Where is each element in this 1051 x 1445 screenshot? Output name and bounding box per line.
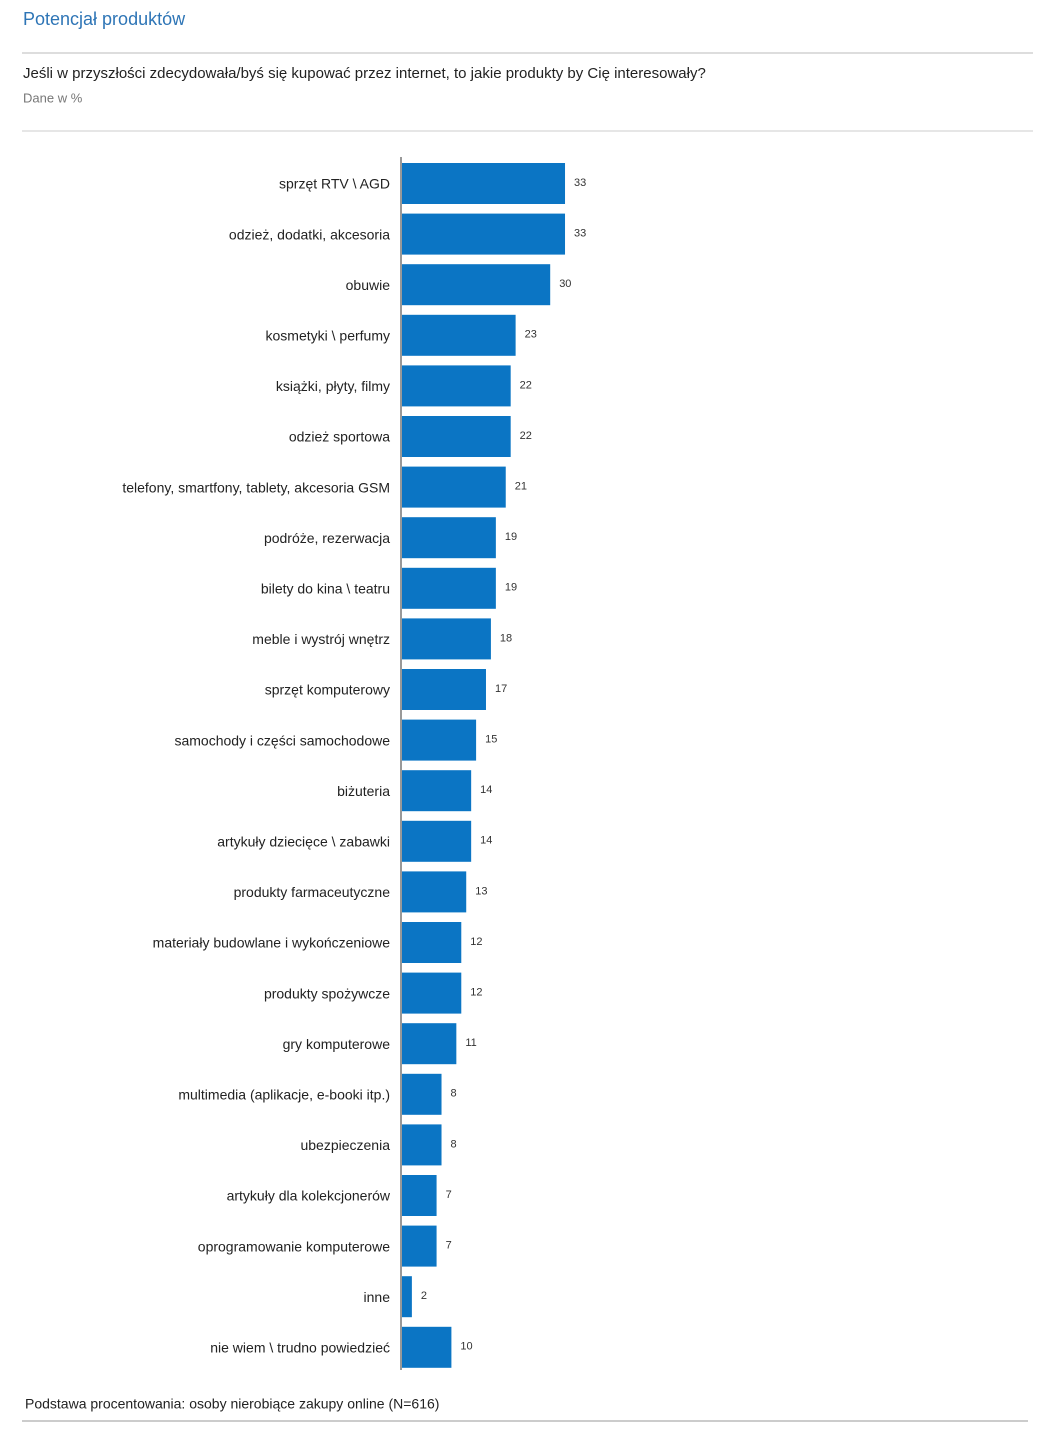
value-label: 33	[574, 228, 586, 240]
category-label: obuwie	[346, 277, 391, 293]
bar	[402, 1073, 442, 1115]
category-label: bilety do kina \ teatru	[261, 581, 390, 597]
category-label: sprzęt RTV \ AGD	[279, 176, 390, 192]
bar	[402, 264, 551, 306]
bar	[402, 770, 472, 812]
value-label: 33	[574, 177, 586, 189]
bar	[402, 466, 506, 508]
bar	[402, 1225, 437, 1267]
value-label: 14	[480, 784, 492, 796]
category-label: podróże, rezerwacja	[264, 530, 390, 546]
value-label: 12	[470, 987, 482, 999]
category-label: gry komputerowe	[283, 1036, 391, 1052]
bar	[402, 1326, 452, 1368]
bar	[402, 871, 467, 913]
value-label: 12	[470, 936, 482, 948]
category-label: samochody i części samochodowe	[174, 732, 390, 748]
bar	[402, 972, 462, 1014]
category-label: materiały budowlane i wykończeniowe	[153, 935, 391, 951]
value-label: 17	[495, 683, 507, 695]
category-label: produkty farmaceutyczne	[234, 884, 391, 900]
bar	[402, 213, 566, 255]
category-label: nie wiem \ trudno powiedzieć	[210, 1340, 390, 1356]
value-label: 18	[500, 632, 512, 644]
value-label: 23	[525, 329, 537, 341]
value-label: 19	[505, 531, 517, 543]
value-label: 7	[446, 1189, 452, 1201]
category-label: biżuteria	[337, 783, 390, 799]
category-label: odzież, dodatki, akcesoria	[229, 226, 390, 242]
footnote: Podstawa procentowania: osoby nierobiące…	[25, 1396, 439, 1412]
value-label: 13	[475, 885, 487, 897]
chart-title: Potencjał produktów	[23, 9, 186, 29]
bar	[402, 416, 511, 457]
bar	[402, 163, 566, 204]
category-label: kosmetyki \ perfumy	[266, 328, 390, 344]
category-label: telefony, smartfony, tablety, akcesoria …	[122, 479, 390, 495]
value-label: 14	[480, 835, 492, 847]
value-label: 30	[559, 278, 571, 290]
category-label: książki, płyty, filmy	[276, 378, 390, 394]
bar	[402, 1175, 437, 1216]
value-label: 22	[520, 379, 532, 391]
bar	[402, 922, 462, 963]
question: Jeśli w przyszłości zdecydowała/byś się …	[23, 65, 706, 82]
bar	[402, 365, 511, 407]
value-label: 8	[451, 1088, 457, 1100]
category-label: multimedia (aplikacje, e-booki itp.)	[178, 1087, 390, 1103]
value-label: 22	[520, 430, 532, 442]
bar	[402, 567, 496, 609]
category-label: sprzęt komputerowy	[265, 682, 390, 698]
category-label: meble i wystrój wnętrz	[252, 631, 390, 647]
bar	[402, 618, 491, 660]
category-label: oprogramowanie komputerowe	[198, 1238, 390, 1254]
value-label: 7	[446, 1240, 452, 1252]
category-label: ubezpieczenia	[300, 1137, 390, 1153]
value-label: 15	[485, 734, 497, 746]
category-label: odzież sportowa	[289, 429, 390, 445]
bar	[402, 719, 477, 761]
value-label: 2	[421, 1290, 427, 1302]
value-label: 8	[451, 1138, 457, 1150]
bar	[402, 1276, 412, 1318]
bar	[402, 314, 516, 356]
category-label: artykuły dla kolekcjonerów	[227, 1188, 391, 1204]
value-label: 19	[505, 582, 517, 594]
value-label: 21	[515, 481, 527, 493]
category-label: produkty spożywcze	[264, 985, 390, 1001]
subtitle: Dane w %	[23, 90, 83, 105]
bar	[402, 669, 486, 710]
value-label: 11	[465, 1037, 476, 1049]
category-label: inne	[364, 1289, 391, 1305]
category-label: artykuły dziecięce \ zabawki	[217, 834, 390, 850]
bar	[402, 1124, 442, 1166]
value-label: 10	[460, 1341, 472, 1353]
bar	[402, 517, 496, 559]
bar	[402, 820, 472, 862]
bar	[402, 1023, 457, 1065]
